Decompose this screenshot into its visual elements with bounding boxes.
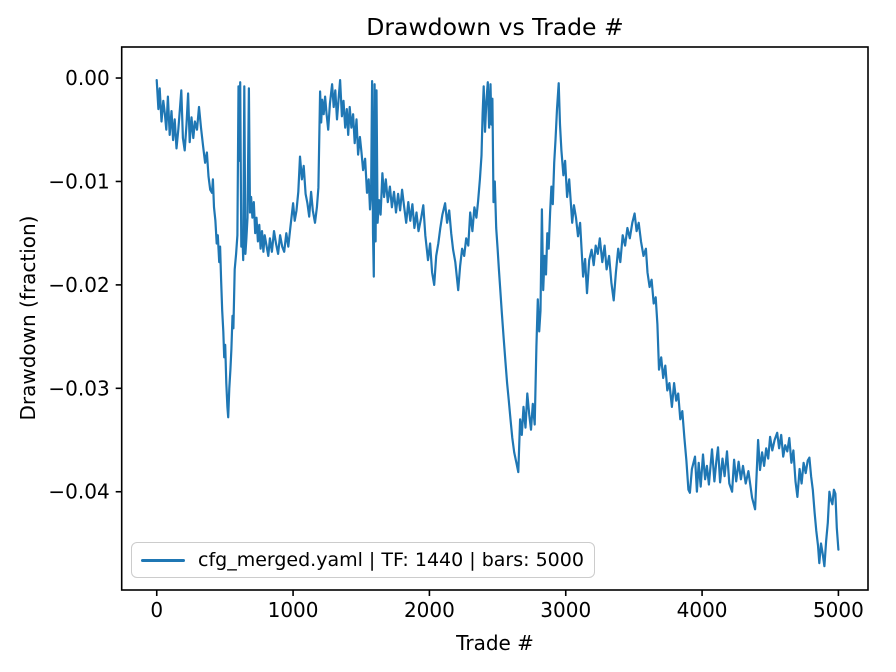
y-tick-label: −0.02 [48, 273, 109, 297]
x-tick-label: 0 [150, 598, 163, 622]
x-tick-label: 4000 [677, 598, 728, 622]
x-tick-label: 3000 [540, 598, 591, 622]
x-axis-label: Trade # [456, 631, 534, 655]
axes-spines [120, 46, 869, 591]
x-tick-label: 2000 [404, 598, 455, 622]
y-tick-label: −0.03 [48, 376, 109, 400]
y-tick-label: 0.00 [65, 66, 110, 90]
y-tick-label: −0.01 [48, 169, 109, 193]
y-axis-label: Drawdown (fraction) [16, 215, 40, 421]
legend-line-sample [141, 558, 185, 562]
drawdown-line [155, 79, 840, 568]
y-tick-label: −0.04 [48, 480, 109, 504]
x-tick-label: 5000 [813, 598, 864, 622]
legend-label: cfg_merged.yaml | TF: 1440 | bars: 5000 [198, 549, 584, 571]
chart-title: Drawdown vs Trade # [366, 13, 624, 41]
x-tick-label: 1000 [268, 598, 319, 622]
legend: cfg_merged.yaml | TF: 1440 | bars: 5000 [131, 542, 595, 578]
